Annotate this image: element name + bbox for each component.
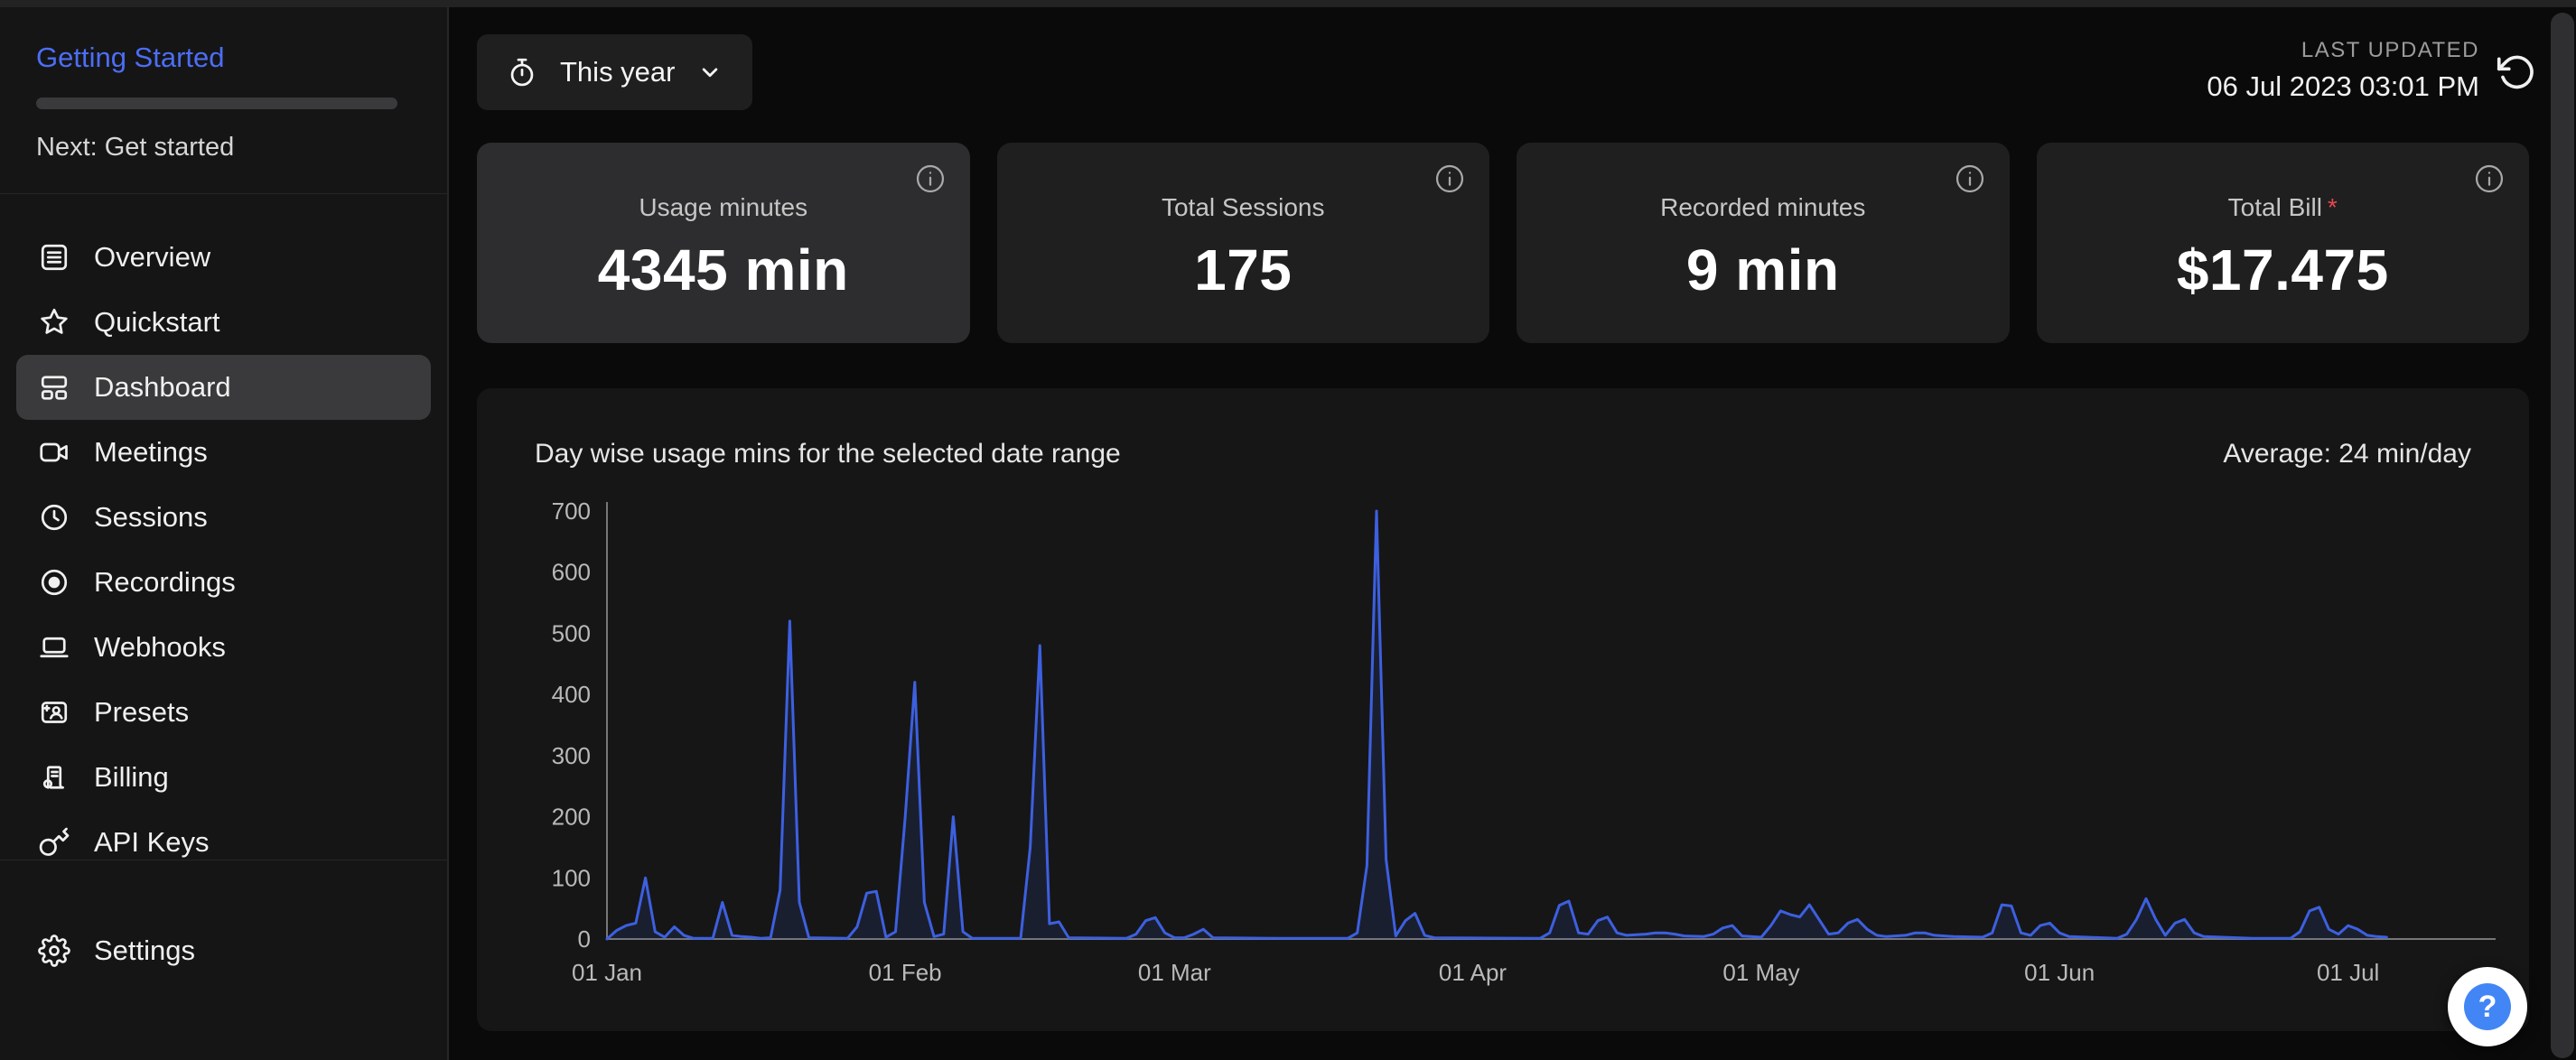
svg-text:100: 100 bbox=[552, 864, 591, 891]
stat-card-value: $17.475 bbox=[2176, 237, 2389, 302]
sidebar-item-webhooks[interactable]: Webhooks bbox=[16, 615, 431, 680]
sidebar-item-presets[interactable]: Presets bbox=[16, 680, 431, 745]
dashboard-icon bbox=[38, 371, 70, 404]
stat-card-recorded-minutes: Recorded minutes 9 min bbox=[1517, 143, 2010, 343]
svg-text:400: 400 bbox=[552, 681, 591, 708]
sidebar-item-label: Settings bbox=[94, 934, 196, 966]
stat-card-label: Total Bill bbox=[2227, 193, 2322, 221]
getting-started-progress-bar bbox=[36, 98, 397, 109]
svg-text:200: 200 bbox=[552, 804, 591, 831]
stat-card-usage-minutes: Usage minutes 4345 min bbox=[477, 143, 970, 343]
presets-icon bbox=[38, 696, 70, 729]
getting-started-next-step: Next: Get started bbox=[36, 133, 235, 162]
overview-icon bbox=[38, 241, 70, 274]
api-keys-icon bbox=[38, 826, 70, 859]
getting-started-link[interactable]: Getting Started bbox=[36, 42, 225, 73]
sidebar-item-label: Presets bbox=[94, 696, 190, 728]
sidebar-item-sessions[interactable]: Sessions bbox=[16, 485, 431, 550]
main-content: This year LAST UPDATED 06 Jul 2023 03:01… bbox=[451, 0, 2576, 1060]
sidebar-item-label: Quickstart bbox=[94, 306, 220, 338]
usage-line-chart: 0 100 200 300 400 500 600 700 01 Jan 01 Feb 01 Mar… bbox=[552, 497, 2496, 986]
stopwatch-icon bbox=[506, 56, 538, 88]
svg-text:01 Mar: 01 Mar bbox=[1138, 959, 1211, 986]
sidebar-item-api-keys[interactable]: API Keys bbox=[16, 810, 431, 875]
sidebar-item-billing[interactable]: Billing bbox=[16, 745, 431, 810]
stat-card-label: Usage minutes bbox=[639, 193, 808, 221]
svg-text:01 Jun: 01 Jun bbox=[2024, 959, 2095, 986]
help-button[interactable]: ? bbox=[2448, 967, 2527, 1046]
sessions-icon bbox=[38, 501, 70, 534]
usage-chart-panel: Day wise usage mins for the selected dat… bbox=[477, 388, 2529, 1031]
getting-started-section: Getting Started Next: Get started bbox=[0, 0, 447, 194]
sidebar-item-label: Dashboard bbox=[94, 371, 231, 403]
info-icon[interactable] bbox=[1954, 163, 1986, 195]
gear-icon bbox=[38, 934, 70, 967]
billing-icon bbox=[38, 761, 70, 794]
sidebar-item-label: API Keys bbox=[94, 826, 210, 858]
stat-card-total-bill: Total Bill * $17.475 bbox=[2036, 143, 2529, 343]
vertical-scrollbar[interactable] bbox=[2551, 13, 2574, 1058]
sidebar-item-meetings[interactable]: Meetings bbox=[16, 420, 431, 485]
meetings-icon bbox=[38, 436, 70, 469]
svg-text:01 Apr: 01 Apr bbox=[1439, 959, 1507, 986]
sidebar-item-label: Overview bbox=[94, 241, 211, 273]
sidebar-item-label: Webhooks bbox=[94, 631, 226, 663]
sidebar-item-label: Meetings bbox=[94, 436, 208, 468]
stat-cards-row: Usage minutes 4345 min Total Sessions 175 Re… bbox=[477, 143, 2529, 343]
sidebar-item-label: Sessions bbox=[94, 501, 208, 533]
stat-card-value: 175 bbox=[1194, 237, 1293, 302]
svg-text:700: 700 bbox=[552, 497, 591, 525]
window-top-strip bbox=[0, 0, 2576, 7]
svg-text:300: 300 bbox=[552, 742, 591, 769]
refresh-icon[interactable] bbox=[2497, 52, 2536, 92]
date-range-dropdown[interactable]: This year bbox=[477, 34, 753, 110]
sidebar-footer: Settings bbox=[0, 860, 447, 1060]
svg-text:01 Jul: 01 Jul bbox=[2317, 959, 2379, 986]
question-mark-icon: ? bbox=[2464, 983, 2511, 1030]
info-icon[interactable] bbox=[2473, 163, 2506, 195]
chart-title: Day wise usage mins for the selected dat… bbox=[535, 439, 1121, 469]
sidebar-item-settings[interactable]: Settings bbox=[16, 918, 431, 983]
sidebar-item-quickstart[interactable]: Quickstart bbox=[16, 290, 431, 355]
info-icon[interactable] bbox=[1433, 163, 1466, 195]
svg-text:0: 0 bbox=[578, 925, 591, 953]
stat-card-label: Total Sessions bbox=[1161, 193, 1325, 221]
chart-average-label: Average: 24 min/day bbox=[2223, 439, 2471, 469]
svg-text:01 Jan: 01 Jan bbox=[572, 959, 642, 986]
svg-text:500: 500 bbox=[552, 619, 591, 646]
recordings-icon bbox=[38, 566, 70, 599]
last-updated-block: LAST UPDATED 06 Jul 2023 03:01 PM bbox=[2207, 38, 2479, 103]
chevron-down-icon bbox=[696, 59, 723, 86]
stat-card-label: Recorded minutes bbox=[1660, 193, 1866, 221]
svg-text:01 May: 01 May bbox=[1722, 959, 1799, 986]
sidebar-item-overview[interactable]: Overview bbox=[16, 225, 431, 290]
info-icon[interactable] bbox=[914, 163, 947, 195]
quickstart-icon bbox=[38, 306, 70, 339]
sidebar-item-label: Recordings bbox=[94, 566, 236, 598]
sidebar-nav: Overview Quickstart Dashboard Meetings Sessi… bbox=[0, 194, 447, 875]
required-asterisk: * bbox=[2327, 193, 2338, 221]
webhooks-icon bbox=[38, 631, 70, 664]
date-range-label: This year bbox=[560, 56, 676, 88]
svg-text:600: 600 bbox=[552, 559, 591, 586]
svg-text:01 Feb: 01 Feb bbox=[869, 959, 942, 986]
sidebar-item-dashboard[interactable]: Dashboard bbox=[16, 355, 431, 420]
last-updated-value: 06 Jul 2023 03:01 PM bbox=[2207, 70, 2479, 102]
sidebar: Getting Started Next: Get started Overvi… bbox=[0, 0, 449, 1060]
stat-card-value: 4345 min bbox=[597, 237, 849, 302]
stat-card-total-sessions: Total Sessions 175 bbox=[996, 143, 1489, 343]
last-updated-caption: LAST UPDATED bbox=[2301, 38, 2479, 62]
sidebar-item-recordings[interactable]: Recordings bbox=[16, 550, 431, 615]
sidebar-item-label: Billing bbox=[94, 761, 169, 793]
stat-card-value: 9 min bbox=[1685, 237, 1840, 302]
